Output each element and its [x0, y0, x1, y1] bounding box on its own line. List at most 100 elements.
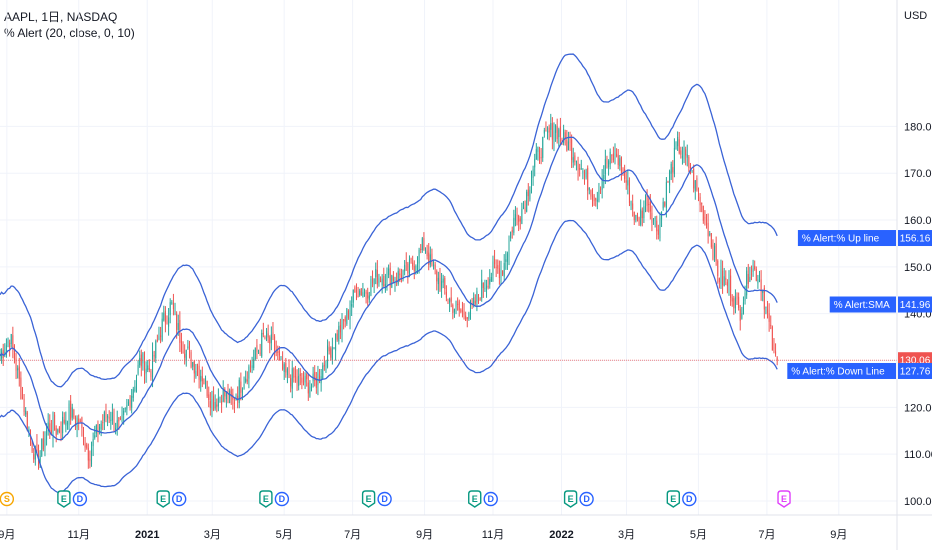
candle-body — [444, 277, 446, 290]
earnings-marker[interactable]: E — [57, 490, 71, 508]
candle-body — [545, 130, 547, 132]
candle-body — [2, 349, 4, 359]
candle-body — [94, 435, 96, 438]
event-letter: E — [366, 494, 372, 504]
candle-body — [258, 350, 260, 352]
candle-body — [272, 331, 274, 338]
candle-body — [266, 331, 268, 341]
candle-body — [511, 230, 513, 233]
future_event-marker[interactable]: E — [777, 490, 791, 508]
event-badge — [156, 490, 170, 508]
candle-body — [744, 292, 746, 301]
candle-body — [344, 316, 346, 322]
candle-body — [518, 215, 520, 222]
candle-body — [100, 423, 102, 430]
candle-body — [124, 408, 126, 410]
candle-body — [582, 171, 584, 173]
candle-body — [378, 278, 380, 284]
candle-body — [44, 438, 46, 448]
candle-body — [267, 333, 269, 338]
candle-body — [166, 319, 168, 324]
candle-body — [336, 333, 338, 340]
candle-body — [132, 389, 134, 398]
earnings-marker[interactable]: E — [666, 490, 681, 508]
candle-body — [415, 266, 417, 274]
dividend-marker[interactable]: D — [377, 491, 392, 507]
indicator-title[interactable]: % Alert (20, close, 0, 10) — [4, 26, 135, 40]
candle-body — [437, 277, 439, 285]
candle-body — [543, 130, 545, 134]
candle-body — [620, 157, 622, 174]
dividend-marker[interactable]: D — [682, 491, 697, 507]
candle-body — [583, 172, 585, 176]
candle-body — [654, 217, 656, 219]
dividend-marker[interactable]: D — [274, 491, 290, 507]
candle-body — [65, 419, 67, 426]
dividend-marker[interactable]: D — [579, 491, 594, 507]
candle-body — [442, 278, 444, 283]
candle-body — [296, 376, 298, 383]
candle-body — [428, 252, 430, 265]
event-badge — [377, 491, 392, 507]
candle-body — [152, 351, 154, 378]
candle-body — [282, 360, 284, 370]
candle-body — [360, 288, 362, 296]
dividend-marker[interactable]: D — [171, 491, 187, 507]
candle-body — [759, 276, 761, 282]
event-badge — [72, 491, 88, 507]
candle-body — [354, 287, 356, 293]
candle-body — [540, 156, 542, 159]
event-badge — [468, 490, 482, 508]
candle-body — [21, 397, 23, 399]
candle-body — [773, 347, 775, 349]
candle-body — [357, 295, 359, 298]
dividend-marker[interactable]: D — [483, 491, 498, 507]
candle-body — [757, 279, 759, 284]
candle-body — [718, 278, 720, 283]
event-letter: D — [686, 494, 693, 504]
candle-body — [638, 217, 640, 225]
candle-body — [39, 455, 41, 466]
earnings-marker[interactable]: E — [156, 490, 170, 508]
earnings-marker[interactable]: E — [259, 490, 273, 508]
candle-body — [492, 261, 494, 276]
candle-body — [304, 375, 306, 383]
candle-body — [58, 427, 60, 433]
earnings-marker[interactable]: E — [361, 490, 376, 508]
dividend-marker[interactable]: D — [72, 491, 88, 507]
y-tick-label: 120.00 — [904, 402, 932, 414]
candle-body — [767, 309, 769, 313]
candle-body — [734, 297, 736, 309]
candle-body — [145, 368, 147, 374]
candle-body — [498, 268, 500, 279]
candle-body — [611, 154, 613, 156]
candle-body — [288, 366, 290, 379]
earnings-marker[interactable]: E — [468, 490, 482, 508]
x-tick-label: 11月 — [68, 529, 90, 541]
candle-body — [502, 270, 504, 275]
candle-body — [404, 264, 406, 272]
sma-line — [0, 136, 778, 441]
candle-body — [645, 195, 647, 207]
candle-body — [749, 276, 751, 282]
candle-body — [548, 127, 550, 133]
candle-body — [373, 278, 375, 285]
candle-body — [457, 303, 459, 305]
pill-label-bg — [787, 362, 896, 379]
candle-body — [270, 334, 272, 343]
earnings-marker[interactable]: E — [563, 490, 578, 508]
candle-body — [762, 290, 764, 294]
down-line — [0, 219, 778, 494]
candle-body — [527, 189, 529, 197]
candle-body — [479, 298, 481, 301]
candle-body — [449, 298, 451, 303]
candle-body — [248, 366, 250, 379]
event-letter: D — [77, 494, 84, 504]
candle-body — [677, 137, 679, 147]
candle-body — [436, 270, 438, 282]
candle-body — [376, 269, 378, 285]
candle-body — [261, 332, 263, 357]
split-marker[interactable]: S — [0, 491, 15, 507]
